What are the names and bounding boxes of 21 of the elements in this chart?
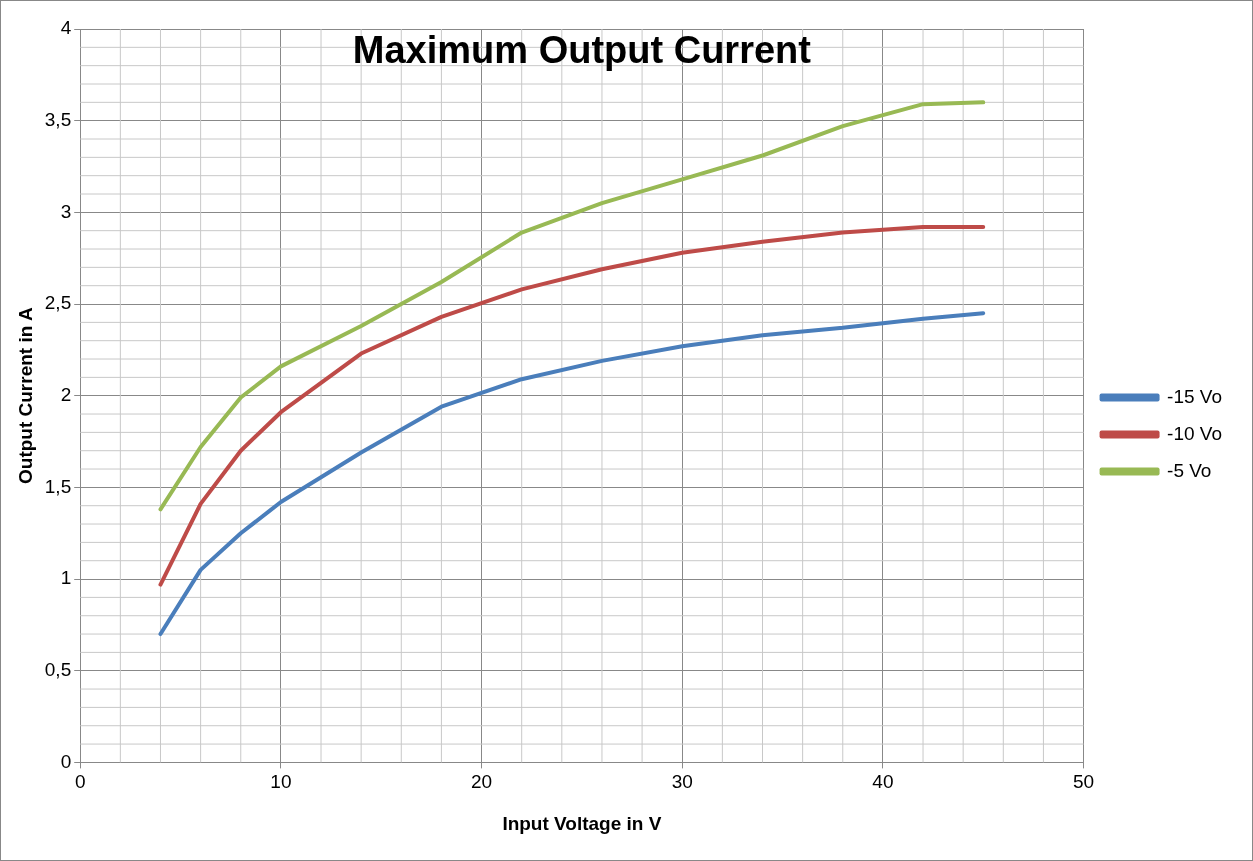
x-tick-label: 50 [1073, 771, 1095, 793]
y-tick-label: 2 [60, 383, 72, 405]
y-tick-label: 0 [60, 750, 72, 772]
y-axis-title: Output Current in A [14, 307, 36, 484]
y-tick-label: 1 [60, 567, 72, 589]
x-tick-label: 30 [671, 771, 693, 793]
x-axis-title: Input Voltage in V [502, 812, 662, 834]
x-tick-label: 40 [872, 771, 894, 793]
y-tick-label: 3,5 [44, 108, 72, 130]
y-tick-label: 0,5 [44, 658, 72, 680]
legend-label: -10 Vo [1167, 422, 1223, 444]
y-tick-label: 1,5 [44, 475, 72, 497]
y-tick-label: 4 [60, 17, 72, 39]
y-tick-label: 2,5 [44, 292, 72, 314]
chart-title: Maximum Output Current [352, 29, 812, 72]
y-tick-label: 3 [60, 200, 72, 222]
x-tick-label: 0 [74, 771, 86, 793]
legend-label: -15 Vo [1167, 385, 1223, 407]
legend-label: -5 Vo [1167, 459, 1212, 481]
x-tick-label: 20 [470, 771, 493, 793]
x-tick-label: 10 [270, 771, 292, 793]
